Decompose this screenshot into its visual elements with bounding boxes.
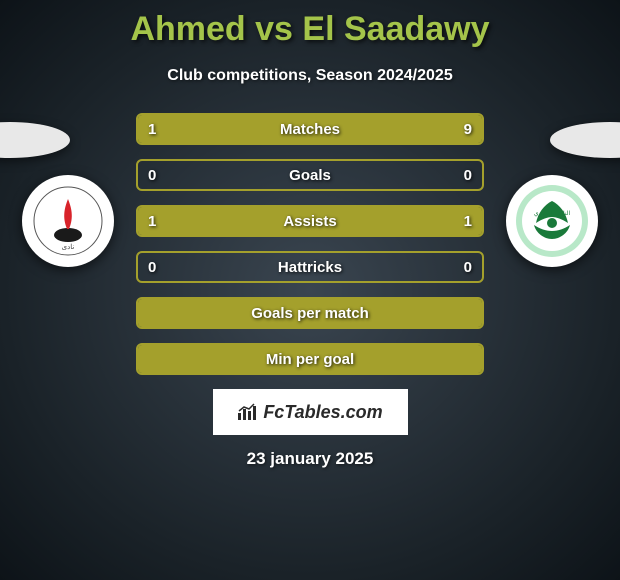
- stat-label: Goals per match: [188, 305, 432, 322]
- stat-row: 0Goals0: [136, 159, 484, 191]
- stat-value-right: 9: [432, 121, 482, 138]
- stat-row: 0Hattricks0: [136, 251, 484, 283]
- footer-brand: FcTables.com: [213, 389, 408, 435]
- stat-value-left: 0: [138, 167, 188, 184]
- stats-rows: 1Matches90Goals01Assists10Hattricks0Goal…: [136, 113, 484, 375]
- decor-ellipse-right: [550, 122, 620, 158]
- club-badge-left: نادى: [22, 175, 114, 267]
- stat-value-left: 1: [138, 121, 188, 138]
- stat-value-right: 0: [432, 167, 482, 184]
- date-label: 23 january 2025: [0, 449, 620, 469]
- stat-value-left: 1: [138, 213, 188, 230]
- svg-text:النادي المصري: النادي المصري: [534, 210, 571, 217]
- stat-label: Hattricks: [188, 259, 432, 276]
- subtitle: Club competitions, Season 2024/2025: [0, 67, 620, 85]
- stat-row: 1Matches9: [136, 113, 484, 145]
- page-title: Ahmed vs El Saadawy: [0, 0, 620, 49]
- stat-row: 1Assists1: [136, 205, 484, 237]
- stat-value-left: 0: [138, 259, 188, 276]
- svg-text:نادى: نادى: [62, 243, 75, 251]
- stat-row: Min per goal: [136, 343, 484, 375]
- decor-ellipse-left: [0, 122, 70, 158]
- stat-label: Goals: [188, 167, 432, 184]
- club-badge-right: النادي المصري: [506, 175, 598, 267]
- stat-label: Matches: [188, 121, 432, 138]
- chart-icon: [237, 403, 257, 421]
- stat-label: Min per goal: [188, 351, 432, 368]
- stat-value-right: 1: [432, 213, 482, 230]
- stat-value-right: 0: [432, 259, 482, 276]
- club-crest-left-icon: نادى: [32, 185, 104, 257]
- club-crest-right-icon: النادي المصري: [514, 183, 590, 259]
- stat-row: Goals per match: [136, 297, 484, 329]
- footer-brand-label: FcTables.com: [263, 402, 382, 423]
- stat-label: Assists: [188, 213, 432, 230]
